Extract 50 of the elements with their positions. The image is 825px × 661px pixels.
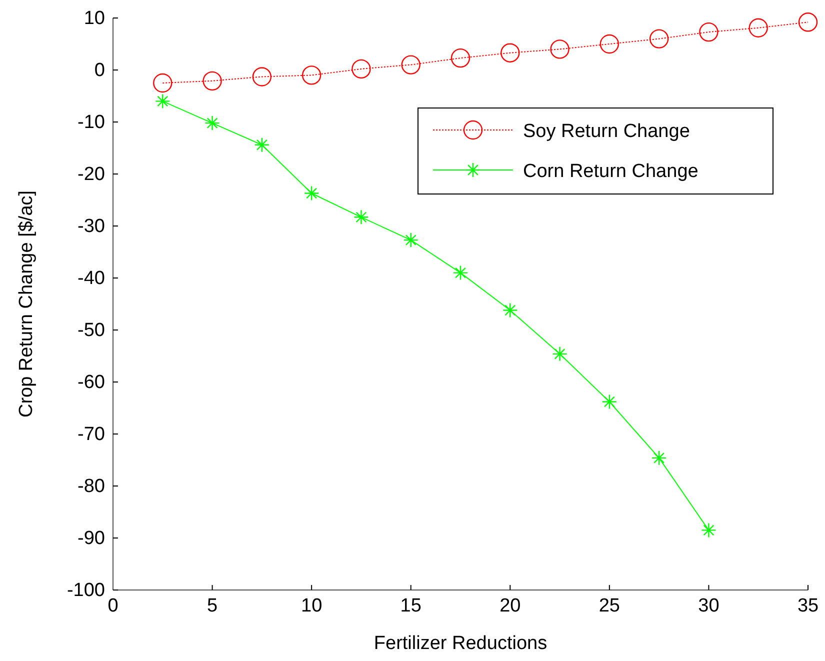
y-tick-label: -10 bbox=[78, 112, 105, 134]
point bbox=[550, 40, 570, 59]
legend-label: Corn Return Change bbox=[523, 161, 698, 182]
point bbox=[452, 265, 468, 280]
x-axis-title: Fertilizer Reductions bbox=[374, 633, 548, 654]
point bbox=[450, 48, 470, 68]
x-tick-label: 10 bbox=[301, 595, 322, 616]
point bbox=[403, 232, 418, 248]
y-tick-label: -20 bbox=[78, 164, 105, 186]
y-tick-label: -100 bbox=[66, 580, 105, 602]
point bbox=[401, 55, 420, 74]
point bbox=[202, 71, 222, 90]
x-tick-label: 0 bbox=[108, 595, 118, 616]
point bbox=[254, 137, 270, 152]
y-tick-label: -60 bbox=[78, 372, 105, 394]
y-tick-label: -90 bbox=[78, 528, 105, 550]
point bbox=[699, 22, 718, 42]
point bbox=[500, 43, 520, 62]
point bbox=[352, 59, 371, 79]
y-tick-label: -30 bbox=[78, 216, 105, 238]
point bbox=[354, 210, 369, 225]
legend-label: Soy Return Change bbox=[523, 121, 690, 142]
y-tick-label: -40 bbox=[78, 268, 105, 290]
point bbox=[304, 186, 320, 201]
y-tick-label: -50 bbox=[78, 320, 105, 342]
point bbox=[252, 67, 272, 86]
x-tick-label: 5 bbox=[206, 595, 218, 616]
x-tick-label: 15 bbox=[400, 595, 422, 616]
y-axis-title: Crop Return Change [$/ac] bbox=[16, 190, 37, 418]
point bbox=[701, 522, 716, 538]
y-tick-label: -80 bbox=[78, 476, 105, 498]
point bbox=[798, 12, 818, 32]
point bbox=[155, 94, 170, 109]
point bbox=[552, 346, 568, 362]
point bbox=[748, 18, 768, 38]
x-tick-label: 30 bbox=[698, 595, 720, 616]
point bbox=[302, 66, 322, 85]
point bbox=[602, 394, 618, 410]
y-tick-label: 10 bbox=[84, 8, 105, 30]
point bbox=[502, 302, 518, 318]
y-tick-label: 0 bbox=[94, 60, 105, 82]
y-tick-label: -70 bbox=[78, 424, 105, 446]
point bbox=[153, 73, 172, 93]
x-tick-label: 35 bbox=[797, 595, 819, 616]
x-tick-label: 25 bbox=[598, 595, 620, 616]
point bbox=[651, 450, 667, 466]
x-tick-label: 20 bbox=[500, 595, 521, 616]
point bbox=[649, 29, 669, 48]
point bbox=[600, 34, 620, 54]
point bbox=[204, 115, 220, 131]
